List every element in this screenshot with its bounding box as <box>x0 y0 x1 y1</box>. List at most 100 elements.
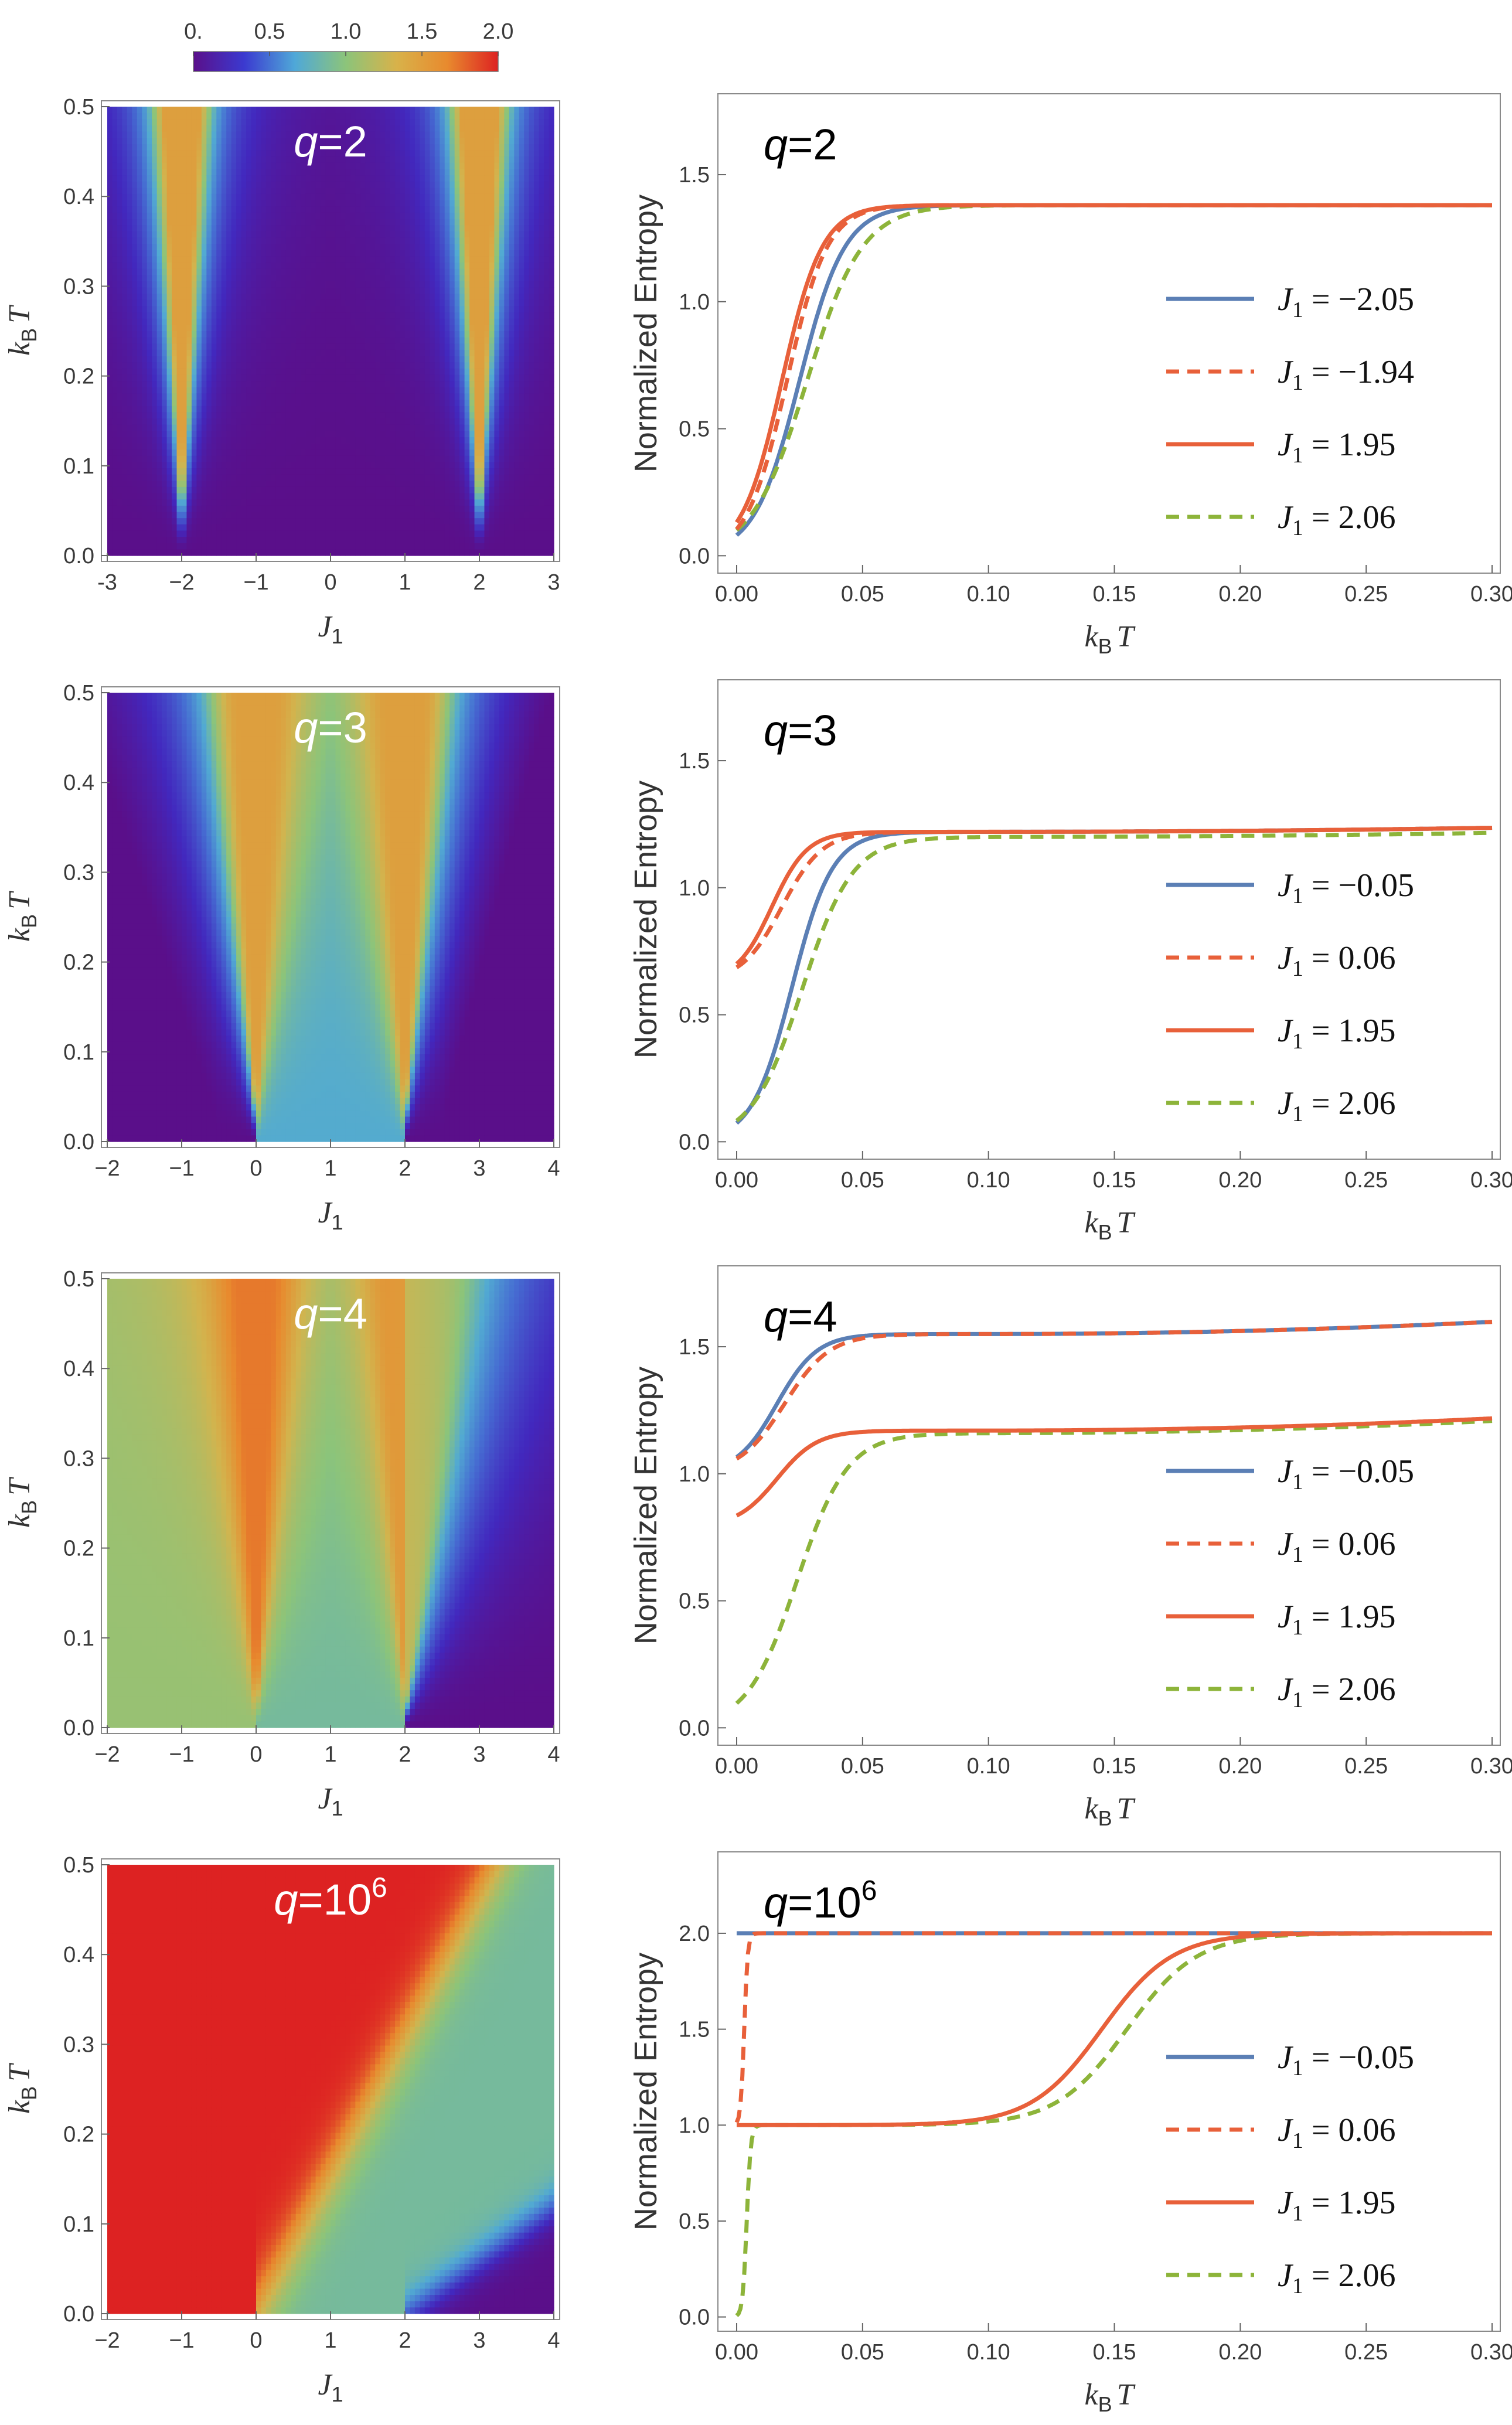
heatmap-cell <box>400 212 406 220</box>
heatmap-cell <box>315 437 321 444</box>
heatmap-cell <box>166 188 172 195</box>
heatmap-cell <box>295 387 301 394</box>
heatmap-cell <box>142 256 148 263</box>
heatmap-cell <box>142 543 148 550</box>
heatmap-cell <box>256 343 262 350</box>
heatmap-cell <box>395 530 401 537</box>
heatmap-cell <box>211 530 217 537</box>
heatmap-cell <box>385 188 391 195</box>
heatmap-cell <box>162 505 168 513</box>
heatmap-cell <box>295 306 301 313</box>
heatmap-cell <box>405 393 411 400</box>
heatmap-cell <box>226 499 232 506</box>
heatmap-cell <box>216 424 222 431</box>
heatmap-cell <box>256 418 262 425</box>
heatmap-cell <box>390 530 396 537</box>
heatmap-cell <box>380 505 386 513</box>
heatmap-cell <box>360 524 366 532</box>
heatmap-cell <box>355 400 361 407</box>
heatmap-cell <box>311 431 316 438</box>
heatmap-cell <box>216 150 222 157</box>
heatmap-cell <box>221 193 227 201</box>
heatmap-cell <box>241 275 247 282</box>
heatmap-cell <box>420 131 425 138</box>
heatmap-cell <box>122 337 128 344</box>
heatmap-cell <box>182 125 188 132</box>
heatmap-cell <box>142 343 148 350</box>
heatmap-cell <box>370 406 376 413</box>
heatmap-cell <box>147 181 152 188</box>
heatmap-cell <box>246 237 252 244</box>
heatmap-cell <box>350 549 356 556</box>
heatmap-cell <box>226 150 232 157</box>
heatmap-cell <box>355 125 361 132</box>
heatmap-cell <box>271 156 277 164</box>
heatmap-cell <box>434 412 440 419</box>
heatmap-cell <box>191 449 197 457</box>
heatmap-cell <box>410 231 416 239</box>
heatmap-cell <box>335 400 341 407</box>
heatmap-cell <box>241 237 247 244</box>
heatmap-cell <box>221 374 227 382</box>
heatmap-cell <box>390 312 396 319</box>
heatmap-cell <box>360 481 366 488</box>
heatmap-cell <box>147 424 152 431</box>
heatmap-cell <box>444 537 450 544</box>
heatmap-cell <box>201 325 207 332</box>
heatmap-cell <box>400 462 406 469</box>
heatmap-cell <box>176 381 182 388</box>
heatmap-cell <box>295 468 301 475</box>
heatmap-cell <box>345 306 351 313</box>
heatmap-cell <box>236 107 242 114</box>
heatmap-cell <box>211 449 217 457</box>
heatmap-cell <box>172 381 178 388</box>
heatmap-cell <box>321 424 326 431</box>
heatmap-cell <box>301 219 307 226</box>
heatmap-cell <box>380 462 386 469</box>
heatmap-cell <box>152 262 158 270</box>
heatmap-cell <box>414 337 420 344</box>
heatmap-cell <box>176 225 182 232</box>
heatmap-cell <box>345 331 351 338</box>
heatmap-cell <box>305 381 311 388</box>
heatmap-cell <box>434 406 440 413</box>
heatmap-cell <box>350 337 356 344</box>
heatmap-cell <box>311 144 316 151</box>
heatmap-cell <box>112 294 118 301</box>
heatmap-cell <box>345 231 351 239</box>
heatmap-cell <box>211 281 217 288</box>
heatmap-cell <box>112 262 118 270</box>
heatmap-cell <box>112 337 118 344</box>
heatmap-cell <box>191 368 197 376</box>
heatmap-cell <box>414 107 420 114</box>
heatmap-cell <box>321 219 326 226</box>
heatmap-cell <box>226 306 232 313</box>
heatmap-cell <box>241 400 247 407</box>
heatmap-cell <box>152 356 158 363</box>
heatmap-cell <box>365 250 371 257</box>
heatmap-cell <box>375 244 381 251</box>
heatmap-cell <box>365 437 371 444</box>
heatmap-cell <box>360 437 366 444</box>
heatmap-cell <box>166 237 172 244</box>
heatmap-cell <box>345 244 351 251</box>
heatmap-cell <box>405 505 411 513</box>
heatmap-cell <box>414 356 420 363</box>
heatmap-cell <box>275 244 281 251</box>
heatmap-cell <box>281 443 287 450</box>
heatmap-cell <box>395 462 401 469</box>
heatmap-cell <box>127 131 132 138</box>
heatmap-cell <box>321 181 326 188</box>
heatmap-cell <box>405 449 411 457</box>
heatmap-cell <box>206 169 212 176</box>
heatmap-cell <box>385 299 391 307</box>
heatmap-cell <box>420 486 425 494</box>
heatmap-cell <box>295 156 301 164</box>
heatmap-cell <box>147 400 152 407</box>
heatmap-cell <box>236 455 242 463</box>
heatmap-cell <box>434 262 440 270</box>
heatmap-cell <box>211 486 217 494</box>
heatmap-cell <box>345 486 351 494</box>
heatmap-cell <box>380 256 386 263</box>
heatmap-cell <box>246 499 252 506</box>
